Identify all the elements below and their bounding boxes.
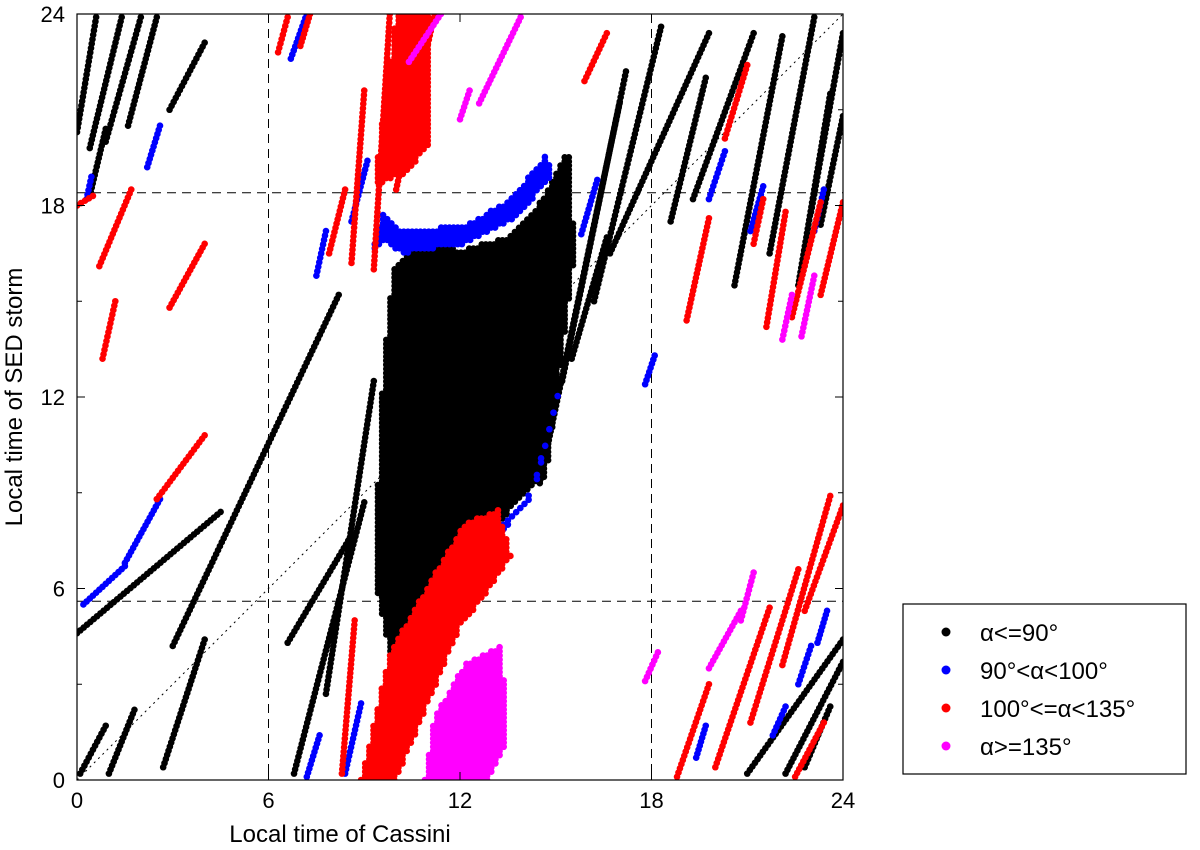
point bbox=[750, 29, 757, 37]
point bbox=[360, 499, 368, 506]
point bbox=[335, 291, 343, 299]
series-0-region-0 bbox=[374, 154, 577, 684]
point bbox=[702, 74, 710, 82]
point bbox=[153, 14, 161, 21]
point bbox=[131, 706, 138, 714]
point bbox=[657, 23, 665, 31]
point bbox=[826, 703, 834, 710]
point bbox=[705, 29, 713, 37]
point bbox=[201, 39, 208, 47]
point bbox=[118, 14, 125, 21]
series-0 bbox=[77, 14, 843, 777]
point bbox=[810, 14, 818, 21]
point bbox=[201, 636, 208, 643]
point bbox=[102, 722, 110, 730]
point bbox=[102, 125, 110, 133]
point bbox=[565, 154, 573, 161]
point bbox=[137, 14, 145, 21]
point bbox=[622, 68, 630, 75]
point bbox=[779, 33, 786, 40]
point bbox=[370, 377, 378, 385]
point bbox=[569, 220, 577, 227]
point bbox=[92, 14, 100, 21]
point bbox=[217, 508, 224, 516]
data-points bbox=[77, 14, 843, 780]
